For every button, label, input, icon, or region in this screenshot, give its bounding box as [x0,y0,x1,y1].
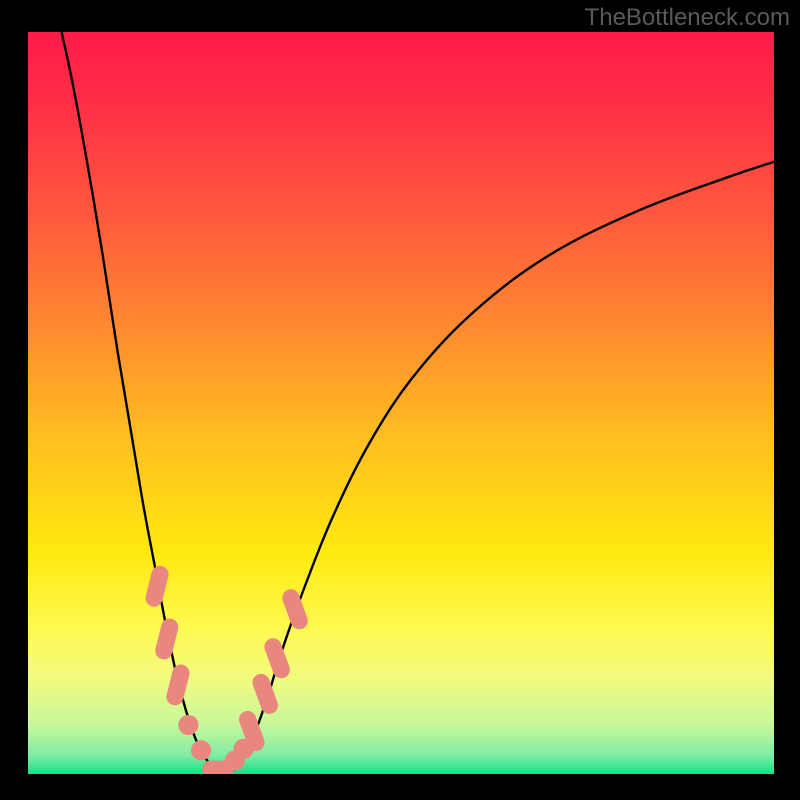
chart-frame: TheBottleneck.com [0,0,800,800]
plot-area [28,32,774,774]
marker-pill [202,761,234,774]
watermark-text: TheBottleneck.com [585,4,790,32]
plot-svg [28,32,774,774]
marker-circle [191,740,211,760]
marker-circle [234,739,254,759]
gradient-background [28,32,774,774]
marker-circle [178,715,198,735]
